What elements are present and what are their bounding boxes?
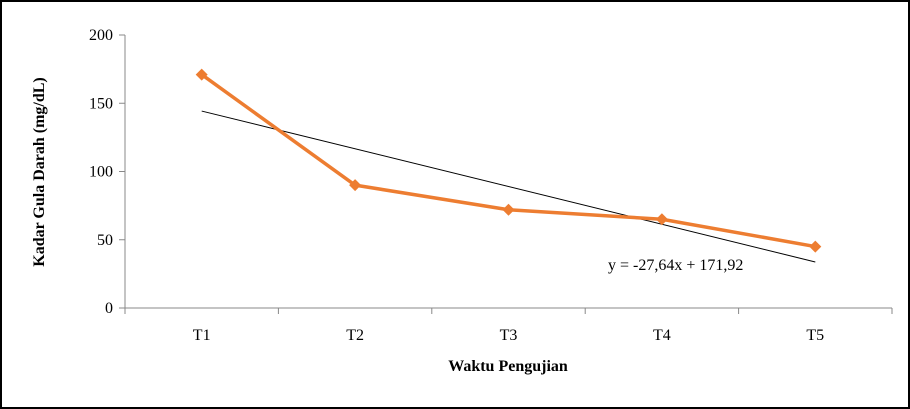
y-ticks: 0 50 100 150 200 [89, 27, 125, 317]
axes [124, 35, 892, 309]
y-tick-label: 200 [89, 27, 113, 44]
y-tick-label: 0 [105, 300, 113, 317]
data-point [809, 240, 822, 253]
data-point [349, 179, 362, 192]
y-tick-label: 50 [97, 232, 113, 249]
trendline-layer [201, 110, 816, 263]
x-tick-label: T1 [193, 327, 211, 344]
data-point [655, 213, 668, 226]
x-ticks: T1 T2 T3 T4 T5 [124, 308, 893, 344]
y-tick-label: 100 [89, 164, 113, 181]
x-tick-label: T5 [806, 327, 824, 344]
trendline-equation: y = -27,64x + 171,92 [608, 257, 743, 274]
x-tick-label: T2 [346, 327, 364, 344]
x-tick-label: T4 [653, 327, 671, 344]
y-axis-title: Kadar Gula Darah (mg/dL) [31, 77, 48, 267]
x-tick-label: T3 [500, 327, 518, 344]
series-line [200, 73, 816, 249]
data-point [502, 203, 515, 216]
data-point [195, 68, 208, 81]
x-axis-title: Waktu Pengujian [448, 358, 568, 375]
series-layer [195, 68, 822, 253]
trendline [201, 110, 816, 263]
y-tick-label: 150 [89, 95, 113, 112]
